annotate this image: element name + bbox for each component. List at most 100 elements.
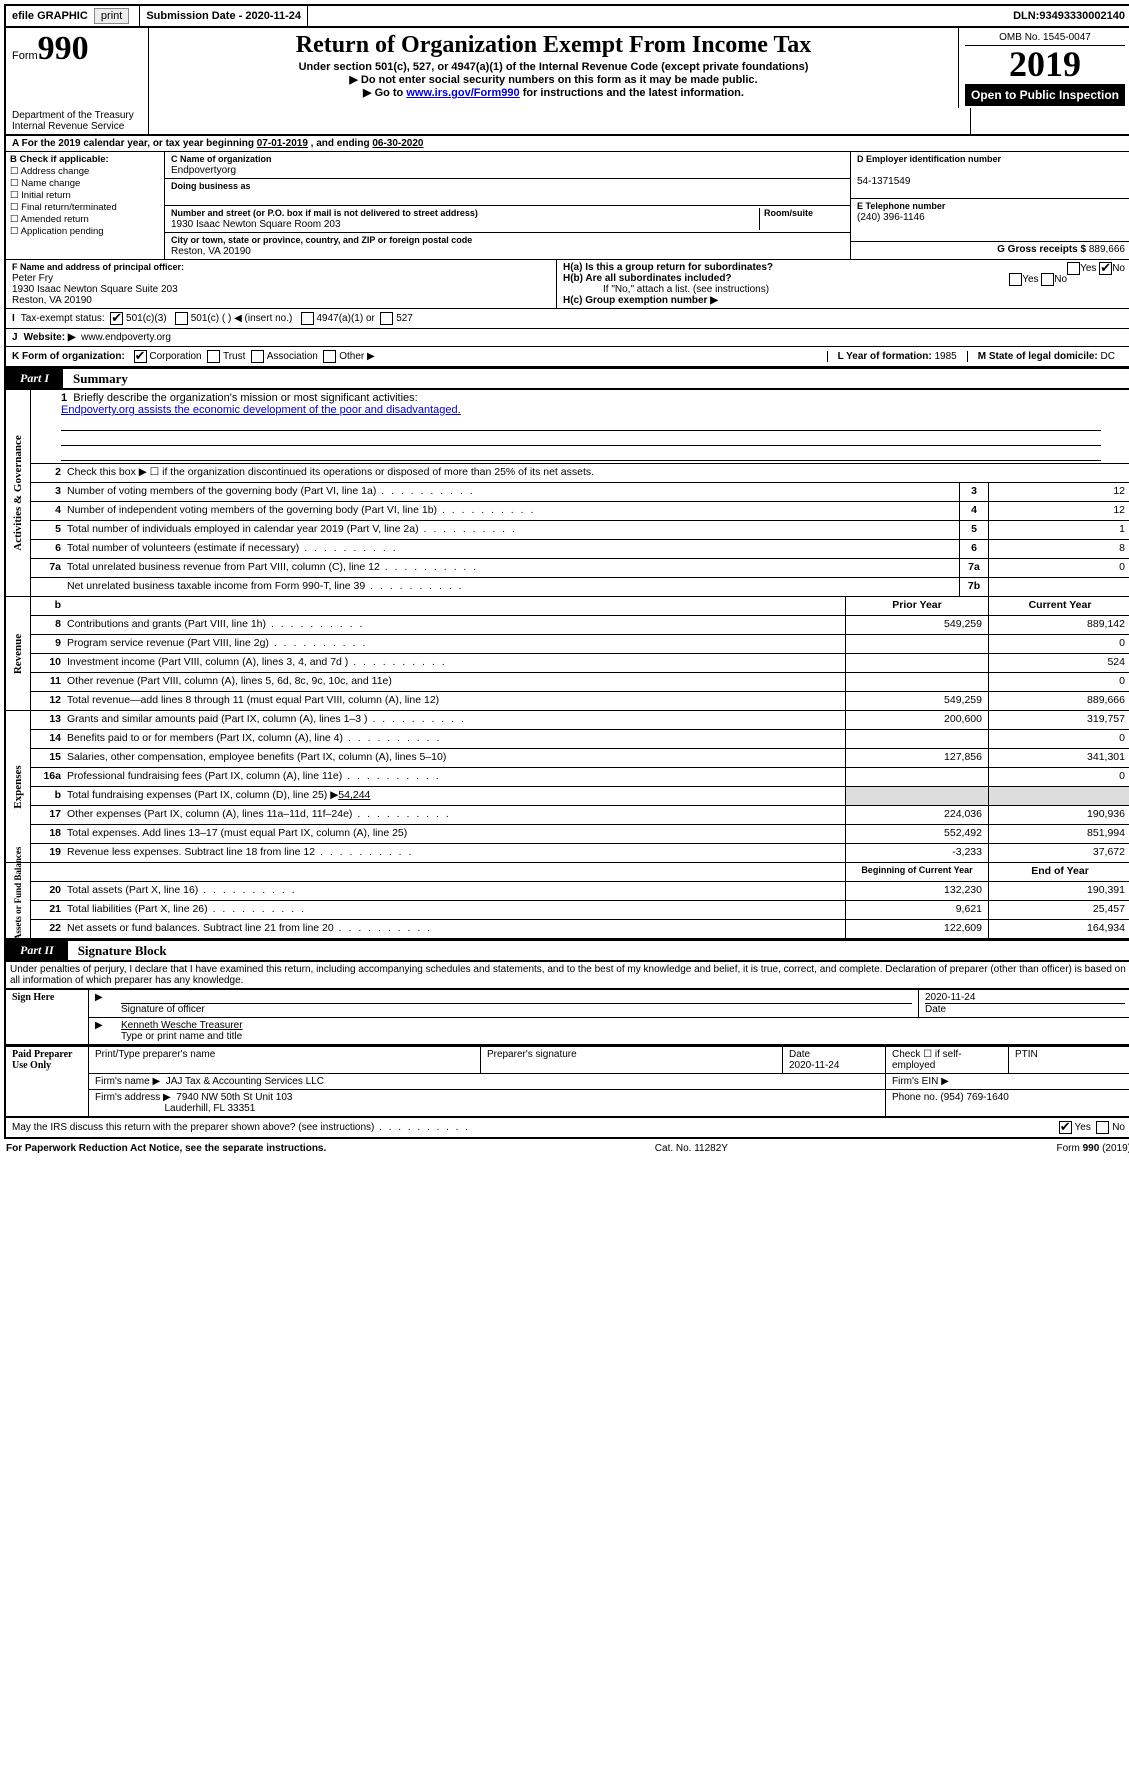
cb-501c3[interactable] bbox=[110, 312, 123, 325]
c19: 37,672 bbox=[988, 844, 1129, 862]
sign-here-label: Sign Here bbox=[5, 989, 89, 1045]
c12: 889,666 bbox=[988, 692, 1129, 710]
c9: 0 bbox=[988, 635, 1129, 653]
cb-amended-return[interactable]: ☐ Amended return bbox=[10, 214, 160, 225]
year-formation: 1985 bbox=[934, 351, 956, 362]
sign-here-block: Sign Here ▶ Signature of officer 2020-11… bbox=[4, 988, 1129, 1046]
c10: 524 bbox=[988, 654, 1129, 672]
org-street: 1930 Isaac Newton Square Room 203 bbox=[171, 219, 341, 230]
officer-group-block: F Name and address of principal officer:… bbox=[4, 260, 1129, 309]
form-subtitle: Under section 501(c), 527, or 4947(a)(1)… bbox=[155, 61, 952, 73]
form-title: Return of Organization Exempt From Incom… bbox=[155, 32, 952, 59]
officer-sig-name: Kenneth Wesche Treasurer bbox=[121, 1020, 243, 1031]
c22: 164,934 bbox=[988, 920, 1129, 938]
entity-block: B Check if applicable: ☐ Address change … bbox=[4, 152, 1129, 260]
submission-date: Submission Date - 2020-11-24 bbox=[140, 6, 308, 26]
side-expenses: Expenses bbox=[6, 711, 31, 862]
paid-preparer-label: Paid Preparer Use Only bbox=[5, 1047, 89, 1118]
form-header: Form990 Return of Organization Exempt Fr… bbox=[4, 28, 1129, 108]
cat-no: Cat. No. 11282Y bbox=[655, 1143, 728, 1154]
c20: 190,391 bbox=[988, 882, 1129, 900]
section-expenses: Expenses 13Grants and similar amounts pa… bbox=[4, 711, 1129, 863]
section-governance: Activities & Governance 1 Briefly descri… bbox=[4, 390, 1129, 597]
cb-name-change[interactable]: ☐ Name change bbox=[10, 178, 160, 189]
firm-addr2: Lauderhill, FL 33351 bbox=[164, 1103, 255, 1114]
discuss-no[interactable] bbox=[1096, 1121, 1109, 1134]
cb-501c[interactable] bbox=[175, 312, 188, 325]
box-j: JWebsite: ▶ www.endpoverty.org bbox=[4, 329, 1129, 347]
side-revenue: Revenue bbox=[6, 597, 31, 710]
c21: 25,457 bbox=[988, 901, 1129, 919]
c16a: 0 bbox=[988, 768, 1129, 786]
v5: 1 bbox=[988, 521, 1129, 539]
cb-527[interactable] bbox=[380, 312, 393, 325]
dept-row: Department of the Treasury Internal Reve… bbox=[4, 108, 1129, 136]
mission-text[interactable]: Endpoverty.org assists the economic deve… bbox=[61, 404, 461, 416]
v7a: 0 bbox=[988, 559, 1129, 577]
discuss-row: May the IRS discuss this return with the… bbox=[4, 1118, 1129, 1139]
c8: 889,142 bbox=[988, 616, 1129, 634]
p18: 552,492 bbox=[845, 825, 988, 843]
form-ref: Form 990 (2019) bbox=[1057, 1143, 1129, 1154]
discuss-yes[interactable] bbox=[1059, 1121, 1072, 1134]
org-name: Endpovertyorg bbox=[171, 165, 236, 176]
box-d-e-g: D Employer identification number54-13715… bbox=[851, 152, 1129, 259]
c11: 0 bbox=[988, 673, 1129, 691]
p15: 127,856 bbox=[845, 749, 988, 767]
mission-block: 1 Briefly describe the organization's mi… bbox=[31, 390, 1129, 464]
ein: 54-1371549 bbox=[857, 176, 910, 187]
part1-header: Part I Summary bbox=[4, 368, 1129, 390]
ha-yes[interactable] bbox=[1067, 262, 1080, 275]
cb-final-return[interactable]: ☐ Final return/terminated bbox=[10, 202, 160, 213]
form-title-block: Return of Organization Exempt From Incom… bbox=[149, 28, 959, 108]
phone: (240) 396-1146 bbox=[857, 212, 925, 223]
side-governance: Activities & Governance bbox=[6, 390, 31, 596]
hb-yes[interactable] bbox=[1009, 273, 1022, 286]
year-box: OMB No. 1545-0047 2019 Open to Public In… bbox=[959, 28, 1129, 108]
open-to-public: Open to Public Inspection bbox=[965, 84, 1125, 106]
ha-no[interactable] bbox=[1099, 262, 1112, 275]
cb-address-change[interactable]: ☐ Address change bbox=[10, 166, 160, 177]
cb-application-pending[interactable]: ☐ Application pending bbox=[10, 226, 160, 237]
p16a bbox=[845, 768, 988, 786]
c15: 341,301 bbox=[988, 749, 1129, 767]
p8: 549,259 bbox=[845, 616, 988, 634]
org-city: Reston, VA 20190 bbox=[171, 246, 251, 257]
firm-addr1: 7940 NW 50th St Unit 103 bbox=[176, 1092, 292, 1103]
cb-other[interactable] bbox=[323, 350, 336, 363]
dln: DLN: 93493330002140 bbox=[1007, 6, 1129, 26]
irs-link[interactable]: www.irs.gov/Form990 bbox=[406, 87, 519, 99]
box-i: ITax-exempt status: 501(c)(3) 501(c) ( )… bbox=[4, 309, 1129, 329]
v7b bbox=[988, 578, 1129, 596]
part2-header: Part II Signature Block bbox=[4, 940, 1129, 962]
prep-date: 2020-11-24 bbox=[789, 1060, 839, 1071]
firm-name: JAJ Tax & Accounting Services LLC bbox=[166, 1076, 324, 1087]
tax-year: 2019 bbox=[965, 46, 1125, 82]
box-klm: K Form of organization: Corporation Trus… bbox=[4, 347, 1129, 368]
p21: 9,621 bbox=[845, 901, 988, 919]
cb-trust[interactable] bbox=[207, 350, 220, 363]
sign-date: 2020-11-24 bbox=[925, 992, 975, 1003]
print-button[interactable]: print bbox=[94, 8, 129, 24]
p20: 132,230 bbox=[845, 882, 988, 900]
page-footer: For Paperwork Reduction Act Notice, see … bbox=[4, 1139, 1129, 1158]
side-netassets: Net Assets or Fund Balances bbox=[6, 863, 31, 938]
p19: -3,233 bbox=[845, 844, 988, 862]
cb-corp[interactable] bbox=[134, 350, 147, 363]
cb-assoc[interactable] bbox=[251, 350, 264, 363]
p10 bbox=[845, 654, 988, 672]
hb-no[interactable] bbox=[1041, 273, 1054, 286]
cb-initial-return[interactable]: ☐ Initial return bbox=[10, 190, 160, 201]
website: www.endpoverty.org bbox=[81, 332, 171, 343]
cb-4947[interactable] bbox=[301, 312, 314, 325]
section-netassets: Net Assets or Fund Balances Beginning of… bbox=[4, 863, 1129, 940]
section-revenue: Revenue bPrior YearCurrent Year 8Contrib… bbox=[4, 597, 1129, 711]
p9 bbox=[845, 635, 988, 653]
box-h: H(a) Is this a group return for subordin… bbox=[557, 260, 1129, 308]
p17: 224,036 bbox=[845, 806, 988, 824]
p11 bbox=[845, 673, 988, 691]
p22: 122,609 bbox=[845, 920, 988, 938]
box-f: F Name and address of principal officer:… bbox=[6, 260, 557, 308]
firm-phone: (954) 769-1640 bbox=[940, 1092, 1008, 1103]
gross-receipts: 889,666 bbox=[1089, 244, 1125, 255]
